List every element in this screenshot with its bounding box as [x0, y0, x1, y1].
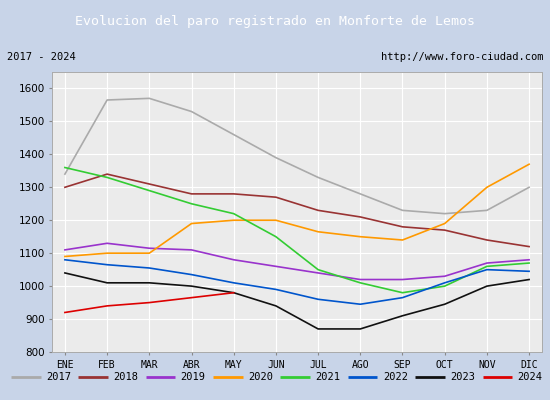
- Text: 2024: 2024: [518, 372, 542, 382]
- Text: 2017: 2017: [46, 372, 71, 382]
- Text: 2018: 2018: [113, 372, 138, 382]
- Text: 2022: 2022: [383, 372, 408, 382]
- Text: 2019: 2019: [180, 372, 206, 382]
- Text: 2023: 2023: [450, 372, 475, 382]
- Text: Evolucion del paro registrado en Monforte de Lemos: Evolucion del paro registrado en Monfort…: [75, 14, 475, 28]
- Text: 2021: 2021: [316, 372, 340, 382]
- Text: 2020: 2020: [248, 372, 273, 382]
- Text: 2017 - 2024: 2017 - 2024: [7, 52, 75, 62]
- Text: http://www.foro-ciudad.com: http://www.foro-ciudad.com: [381, 52, 543, 62]
